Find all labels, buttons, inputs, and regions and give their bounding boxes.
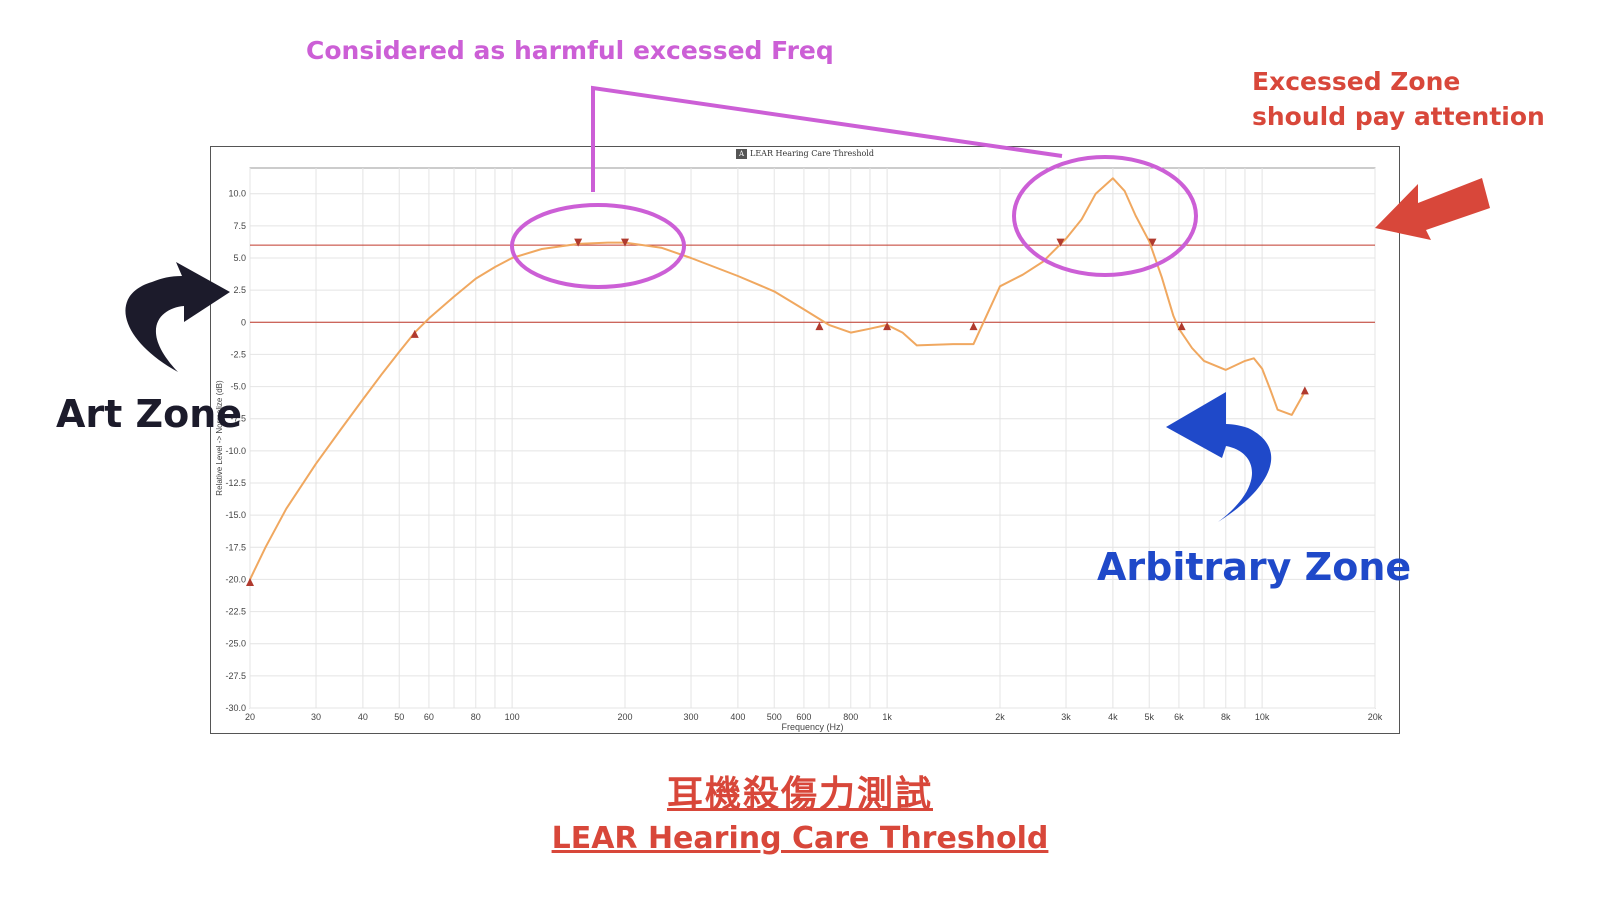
y-tick-label: -7.5 [230, 414, 246, 424]
chart-title: A LEAR Hearing Care Threshold [211, 149, 1399, 159]
bottom-title: 耳機殺傷力測試 LEAR Hearing Care Threshold [0, 765, 1600, 856]
curved-arrow-icon [125, 262, 230, 372]
x-tick-label: 500 [767, 712, 782, 722]
y-tick-label: -5.0 [230, 382, 246, 392]
x-tick-label: 40 [358, 712, 368, 722]
excessed-zone-annotation: Excessed Zone should pay attention [1252, 64, 1545, 134]
art-zone-annotation: Art Zone [56, 392, 243, 436]
x-tick-label: 60 [424, 712, 434, 722]
data-marker [246, 578, 254, 586]
excessed-zone-line2: should pay attention [1252, 102, 1545, 131]
harmful-ellipse-left [510, 203, 686, 289]
x-tick-label: 4k [1108, 712, 1118, 722]
y-tick-label: -10.0 [225, 446, 246, 456]
excessed-arrow-icon [1375, 178, 1490, 240]
x-tick-label: 2k [995, 712, 1005, 722]
data-marker [883, 322, 892, 331]
x-tick-label: 20 [245, 712, 255, 722]
x-tick-label: 300 [684, 712, 699, 722]
data-curve [249, 177, 1306, 581]
data-marker [574, 238, 583, 247]
x-tick-label: 600 [796, 712, 811, 722]
y-tick-label: -27.5 [225, 671, 246, 681]
harmful-freq-annotation: Considered as harmful excessed Freq [306, 36, 834, 65]
x-tick-label: 10k [1255, 712, 1270, 722]
x-tick-label: 30 [311, 712, 321, 722]
x-tick-label: 80 [471, 712, 481, 722]
harmful-connector-line [591, 85, 1063, 192]
curved-arrow-icon [1166, 392, 1272, 522]
y-tick-label: -20.0 [225, 574, 246, 584]
x-tick-label: 8k [1221, 712, 1231, 722]
data-marker [969, 322, 978, 331]
y-tick-label: -15.0 [225, 510, 246, 520]
arbitrary-zone-annotation: Arbitrary Zone [1097, 545, 1412, 589]
data-marker [621, 238, 629, 247]
x-axis-label: Frequency (Hz) [781, 722, 843, 732]
y-tick-label: -17.5 [225, 542, 246, 552]
y-axis-label: Relative Level -> Normalize (dB) [215, 380, 224, 496]
y-tick-label: 2.5 [233, 285, 246, 295]
bottom-title-english: LEAR Hearing Care Threshold [551, 821, 1049, 856]
y-tick-label: 5.0 [233, 253, 246, 263]
y-tick-label: -25.0 [225, 639, 246, 649]
bottom-title-chinese: 耳機殺傷力測試 [666, 774, 933, 815]
y-tick-label: 10.0 [228, 189, 246, 199]
ap-icon: A [736, 149, 748, 159]
y-tick-label: -12.5 [225, 478, 246, 488]
chart-title-text: LEAR Hearing Care Threshold [750, 149, 874, 158]
data-marker [1056, 238, 1065, 247]
x-tick-label: 5k [1144, 712, 1154, 722]
x-tick-label: 50 [394, 712, 404, 722]
data-marker [1148, 238, 1157, 247]
data-marker [1300, 386, 1309, 395]
y-tick-label: 0 [241, 317, 246, 327]
x-tick-label: 200 [617, 712, 632, 722]
x-tick-label: 3k [1061, 712, 1071, 722]
data-marker [1177, 322, 1186, 331]
y-tick-label: -2.5 [230, 349, 246, 359]
harmful-ellipse-right [1012, 155, 1198, 277]
y-tick-label: -30.0 [225, 703, 246, 713]
data-marker [815, 322, 824, 331]
y-tick-label: 7.5 [233, 221, 246, 231]
x-tick-label: 100 [505, 712, 520, 722]
x-tick-label: 800 [843, 712, 858, 722]
x-tick-label: 400 [730, 712, 745, 722]
data-marker [410, 329, 419, 338]
x-tick-label: 1k [882, 712, 892, 722]
y-tick-label: -22.5 [225, 607, 246, 617]
x-tick-label: 20k [1368, 712, 1383, 722]
excessed-zone-line1: Excessed Zone [1252, 67, 1461, 96]
x-tick-label: 6k [1174, 712, 1184, 722]
